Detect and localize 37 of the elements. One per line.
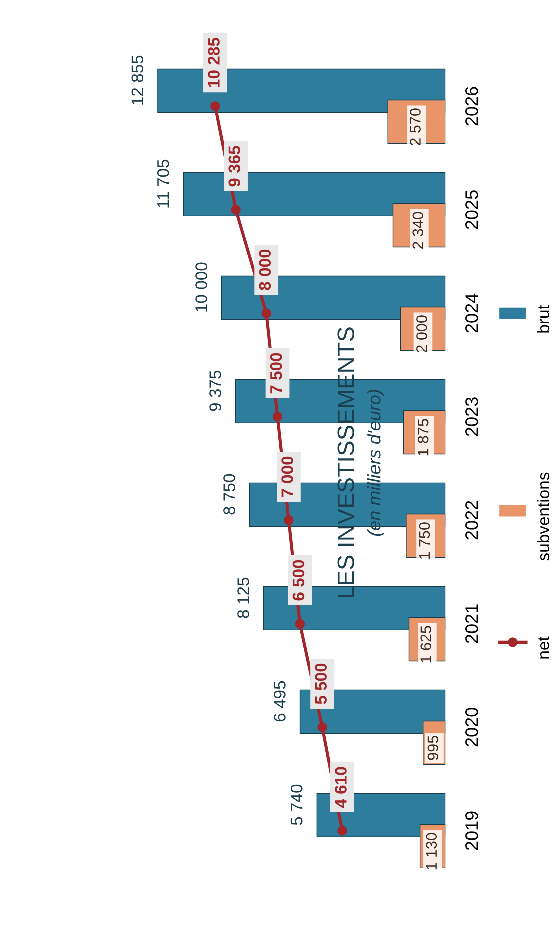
data-label: 8 000 <box>259 250 272 290</box>
data-label: 4 610 <box>335 767 347 808</box>
data-label: 7 000 <box>282 456 294 498</box>
data-label: 5 740 <box>290 784 303 826</box>
y-tick-label: 2023 <box>466 398 478 436</box>
text: (en milliers d'euro) <box>368 390 384 536</box>
data-label: 12 855 <box>132 56 144 105</box>
text: LES INVESTISSEMENTS <box>338 328 354 598</box>
data-label: 8 750 <box>224 474 236 515</box>
data-label: 9 365 <box>228 146 241 187</box>
y-tick-label: 2021 <box>466 604 478 644</box>
data-label: 6 500 <box>292 560 305 601</box>
data-label: 5 500 <box>315 664 327 704</box>
data-label: 2 340 <box>412 212 424 250</box>
data-label: 6 495 <box>274 681 286 722</box>
data-label: 11 705 <box>157 160 170 208</box>
y-tick-label: 2026 <box>466 87 478 126</box>
legend-label: net <box>538 636 550 659</box>
data-label: 10 000 <box>196 262 208 312</box>
y-tick-label: 2024 <box>466 294 478 333</box>
data-label: 2 570 <box>410 108 421 146</box>
data-label: 1 625 <box>420 626 432 663</box>
data-label: 995 <box>428 736 439 760</box>
y-tick-label: 2022 <box>466 501 478 540</box>
y-tick-label: 2019 <box>466 812 478 850</box>
legend-label: subventions <box>537 472 550 561</box>
data-label: 8 125 <box>238 578 250 618</box>
data-label: 1 130 <box>426 833 438 870</box>
y-tick-label: 2020 <box>466 708 478 747</box>
data-label: 10 285 <box>208 38 220 88</box>
legend-label: brut <box>537 305 550 333</box>
data-label: 1 750 <box>419 522 430 560</box>
data-label: 7 500 <box>270 353 282 394</box>
data-label: 1 875 <box>418 419 429 456</box>
y-tick-label: 2025 <box>466 190 478 230</box>
data-label: 9 375 <box>210 370 222 412</box>
data-label: 2 000 <box>416 316 428 353</box>
